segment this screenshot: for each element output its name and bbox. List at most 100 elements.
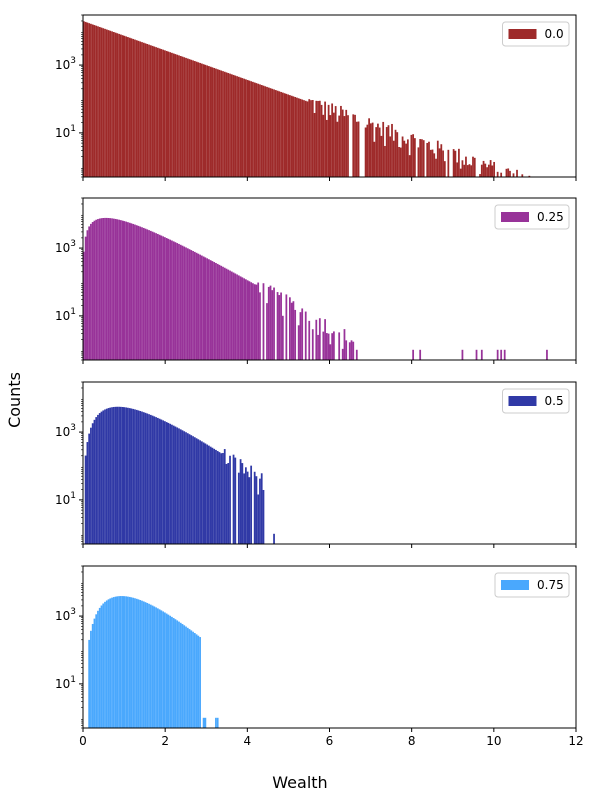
histogram-bar: [84, 455, 87, 544]
histogram-bar: [93, 618, 96, 728]
histogram-bar: [109, 598, 112, 728]
histogram-bar: [255, 83, 258, 177]
panel-4: 103 101 0 2 4 6 8 10 12 0.75: [55, 565, 584, 748]
histogram-bar: [178, 55, 180, 177]
histogram-bar: [338, 115, 341, 177]
histogram-bar: [301, 308, 304, 360]
histogram-bar: [486, 167, 488, 177]
histogram-bar: [130, 408, 133, 544]
histogram-bar: [234, 75, 237, 177]
histogram-bar: [503, 349, 506, 360]
histogram-bar: [193, 251, 196, 360]
histogram-bar: [127, 407, 129, 544]
histogram-bar: [223, 449, 226, 544]
histogram-bar: [285, 93, 288, 177]
histogram-bar: [325, 119, 328, 177]
histogram-bar: [186, 248, 189, 360]
histogram-bar: [239, 276, 242, 360]
histogram-bar: [132, 38, 135, 177]
histogram-bar: [243, 473, 245, 544]
histogram-bar: [322, 331, 325, 360]
histogram-bar: [192, 60, 194, 177]
histogram-bar: [341, 348, 344, 360]
legend-label: 0.0: [545, 27, 564, 41]
histogram-bar: [135, 40, 138, 178]
histogram-bar: [239, 77, 242, 177]
histogram-bar: [266, 86, 268, 177]
x-tick-label: 0: [79, 734, 87, 748]
x-tick-label: 4: [244, 734, 252, 748]
histogram-bar: [260, 473, 263, 544]
histogram-bar: [100, 27, 103, 177]
histogram-bar: [259, 84, 261, 177]
histogram-bar: [278, 91, 281, 177]
histogram-bar: [200, 441, 203, 544]
histogram-bar: [158, 418, 161, 544]
histogram-bar: [262, 283, 265, 360]
histogram-bar: [134, 598, 136, 728]
histogram-bar: [480, 164, 483, 177]
histogram-bar: [151, 231, 154, 360]
histogram-bar: [213, 67, 216, 177]
x-tick-label: 6: [326, 734, 334, 748]
histogram-bar: [296, 97, 298, 177]
histogram-bar: [331, 103, 334, 177]
legend: 0.5: [502, 388, 570, 414]
histogram-bar: [215, 262, 217, 360]
histogram-bar: [149, 604, 152, 728]
histogram-bar: [176, 54, 179, 178]
y-tick-label: 103: [55, 239, 76, 255]
histogram-bar: [456, 162, 459, 177]
histogram-bar: [109, 407, 112, 544]
histogram-bar: [229, 73, 231, 177]
histogram-bar: [410, 134, 413, 177]
histogram-bar: [174, 619, 177, 728]
histogram-bar: [375, 127, 378, 177]
histogram-bar: [97, 26, 99, 177]
histogram-bar: [392, 140, 395, 177]
histogram-bar: [250, 81, 253, 177]
histogram-bar: [116, 33, 119, 178]
histogram-bar: [148, 414, 150, 544]
histogram-bar: [333, 331, 335, 360]
y-tick-label: 101: [55, 307, 76, 323]
histogram-bar: [408, 155, 411, 177]
histogram-bar: [181, 430, 184, 544]
histogram-bar: [433, 153, 436, 177]
histogram-bar: [354, 114, 356, 177]
histogram-bar: [271, 290, 274, 360]
histogram-bar: [521, 174, 524, 177]
histogram-bar: [112, 597, 115, 728]
histogram-bar: [253, 284, 256, 360]
histogram-bar: [134, 224, 136, 360]
histogram-bar: [167, 238, 170, 360]
histogram-bar: [192, 436, 194, 544]
histogram-bar: [125, 221, 128, 360]
histogram-bar: [215, 717, 217, 728]
histogram-bar: [250, 282, 253, 360]
histogram-bar: [248, 80, 251, 177]
histogram-bar: [260, 85, 263, 177]
histogram-bar: [197, 62, 200, 177]
histogram-bar: [276, 90, 279, 177]
y-tick-label: 103: [55, 56, 76, 72]
histogram-bar: [299, 312, 302, 360]
histogram-bars: [88, 596, 219, 728]
histogram-bar: [273, 89, 275, 177]
histogram-bar: [250, 465, 253, 544]
histogram-bar: [165, 238, 168, 360]
histogram-bar: [516, 169, 518, 177]
histogram-bar: [202, 64, 205, 177]
histogram-bar: [289, 95, 291, 177]
histogram-bar: [206, 258, 209, 360]
y-tick-label: 103: [55, 607, 76, 623]
histogram-bar: [297, 325, 300, 360]
histogram-bar: [193, 633, 196, 728]
histogram-bar: [95, 614, 98, 728]
histogram-bar: [345, 340, 348, 360]
histogram-bar: [384, 145, 386, 177]
histogram-bar: [105, 600, 108, 728]
histogram-bar: [172, 241, 175, 360]
histogram-bar: [299, 98, 302, 177]
histogram-bar: [148, 230, 150, 360]
